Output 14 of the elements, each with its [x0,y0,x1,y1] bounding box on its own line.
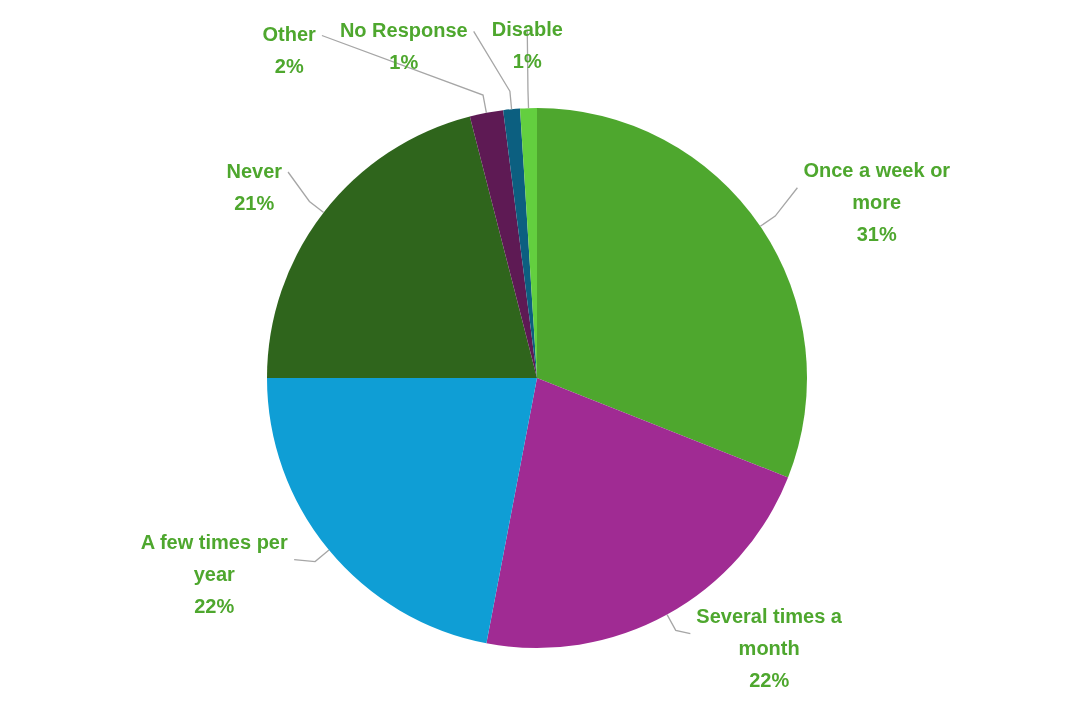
slice-label: A few times per year [140,531,288,586]
slice-label: Other [262,23,317,46]
slice-label: No Response [339,18,468,41]
slice-label: Once a week or more [803,159,951,214]
data-label: 21% [234,191,275,214]
slice-label: Never [226,159,283,182]
data-label: 22% [749,669,790,692]
data-label: 22% [194,595,235,618]
data-label: 31% [856,223,897,246]
data-label: 2% [274,55,304,78]
data-label: 1% [512,49,542,72]
data-label: 1% [389,50,419,73]
slice-label: Several times a month [696,605,843,660]
slice-label: Disable [491,17,563,40]
